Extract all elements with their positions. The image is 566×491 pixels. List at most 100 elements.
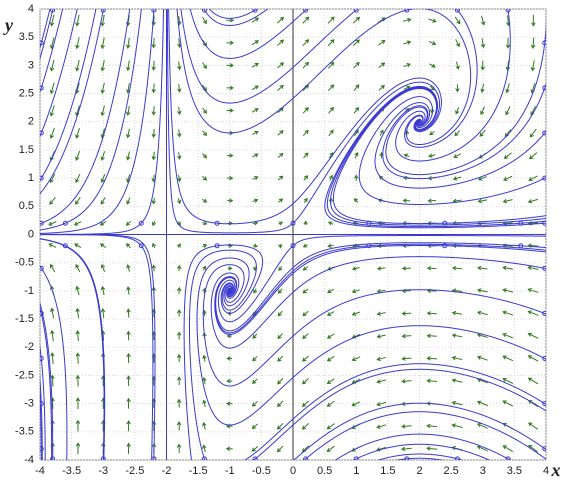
field-arrow xyxy=(277,378,284,385)
field-arrow xyxy=(126,375,131,386)
field-arrow xyxy=(126,352,131,364)
field-arrow xyxy=(401,424,412,429)
field-arrow xyxy=(402,17,412,23)
field-arrow xyxy=(100,174,106,183)
field-arrow xyxy=(376,379,387,384)
field-arrow xyxy=(49,82,55,95)
field-arrow xyxy=(451,333,463,338)
field-arrow xyxy=(75,59,80,72)
trajectory-seed xyxy=(454,456,460,460)
x-tick-label: -4 xyxy=(35,465,45,477)
trajectory xyxy=(394,457,445,460)
field-arrow xyxy=(75,173,81,184)
trajectory-seed xyxy=(542,356,546,362)
field-arrow xyxy=(476,310,488,316)
field-arrow xyxy=(502,265,514,271)
field-arrow xyxy=(351,401,361,407)
field-arrow xyxy=(126,330,131,341)
field-arrow xyxy=(376,311,386,316)
field-arrow xyxy=(252,176,259,181)
field-arrow xyxy=(301,422,310,430)
field-arrow xyxy=(49,127,55,139)
field-arrow xyxy=(75,263,81,273)
field xyxy=(40,9,546,460)
field-arrow xyxy=(74,197,81,205)
field-arrow xyxy=(428,153,436,158)
field-arrow xyxy=(202,62,207,70)
field-arrow xyxy=(226,85,234,91)
y-tick-label: -2 xyxy=(24,341,34,353)
field-arrow xyxy=(226,356,233,361)
field-arrow xyxy=(277,62,284,69)
field-arrow xyxy=(100,285,106,296)
field-arrow xyxy=(403,153,410,158)
field-arrow xyxy=(426,356,437,361)
field-arrow xyxy=(328,106,334,114)
field-arrow xyxy=(302,310,309,317)
field-arrow xyxy=(253,288,258,294)
trajectory-seed xyxy=(40,446,44,452)
field-arrow xyxy=(100,197,106,205)
field-arrow xyxy=(401,266,411,271)
field-arrow xyxy=(505,37,511,49)
field-arrow xyxy=(100,60,105,72)
field-arrow xyxy=(502,288,514,293)
x-tick-label: 3.5 xyxy=(507,465,522,477)
field-arrow xyxy=(401,379,412,384)
y-tick-label: 4 xyxy=(28,3,34,15)
trajectory-seed xyxy=(542,40,546,46)
field-arrow xyxy=(327,84,335,92)
field-arrow xyxy=(176,398,182,408)
trajectory xyxy=(180,9,359,104)
field-arrow xyxy=(277,130,284,136)
y-tick-label: -3.5 xyxy=(15,426,34,438)
trajectory-seed xyxy=(50,9,56,13)
field-arrow xyxy=(277,84,284,91)
trajectory-seed xyxy=(40,40,44,46)
trajectory xyxy=(189,9,308,59)
field-arrow xyxy=(75,128,80,139)
field-arrow xyxy=(251,62,259,68)
field-arrow xyxy=(351,311,361,316)
trajectory xyxy=(40,306,53,460)
trajectory-seed xyxy=(542,446,546,452)
field-arrow xyxy=(302,107,309,114)
trajectory-seed xyxy=(303,456,309,460)
field-arrow xyxy=(426,266,437,271)
trajectory-seed xyxy=(290,220,296,226)
field-arrow xyxy=(202,377,207,385)
field-arrow xyxy=(202,16,207,25)
field-arrow xyxy=(326,445,335,452)
trajectory-seed xyxy=(518,243,524,249)
field-arrow xyxy=(376,446,387,452)
field-arrow xyxy=(126,420,131,432)
field-arrow xyxy=(227,198,234,203)
field-arrow xyxy=(353,84,360,92)
trajectory-seed xyxy=(542,265,546,271)
trajectory xyxy=(243,363,546,460)
y-tick-label: -1.5 xyxy=(15,313,34,325)
field-arrow xyxy=(50,397,55,410)
field-arrow xyxy=(327,16,335,24)
y-tick-label: -2.5 xyxy=(15,369,34,381)
trajectory-seed xyxy=(442,220,448,226)
trajectory xyxy=(326,86,546,228)
field-arrow xyxy=(503,152,512,159)
field-arrow xyxy=(376,356,386,362)
field-arrow xyxy=(326,423,335,430)
field-arrow xyxy=(427,198,436,203)
field-arrow xyxy=(277,355,284,362)
trajectory xyxy=(40,9,51,50)
field-arrow xyxy=(303,152,309,159)
field-arrow xyxy=(151,38,156,49)
trajectory-seed xyxy=(201,456,207,460)
field-arrow xyxy=(326,378,335,385)
field-arrow xyxy=(176,331,182,340)
x-tick-label: 0 xyxy=(290,465,296,477)
field-arrow xyxy=(226,63,234,68)
field-arrow xyxy=(403,40,412,45)
field-arrow xyxy=(151,106,156,116)
field-arrow xyxy=(251,445,259,452)
y-tick-label: 3 xyxy=(28,59,34,71)
y-tick-label: -1 xyxy=(24,285,34,297)
